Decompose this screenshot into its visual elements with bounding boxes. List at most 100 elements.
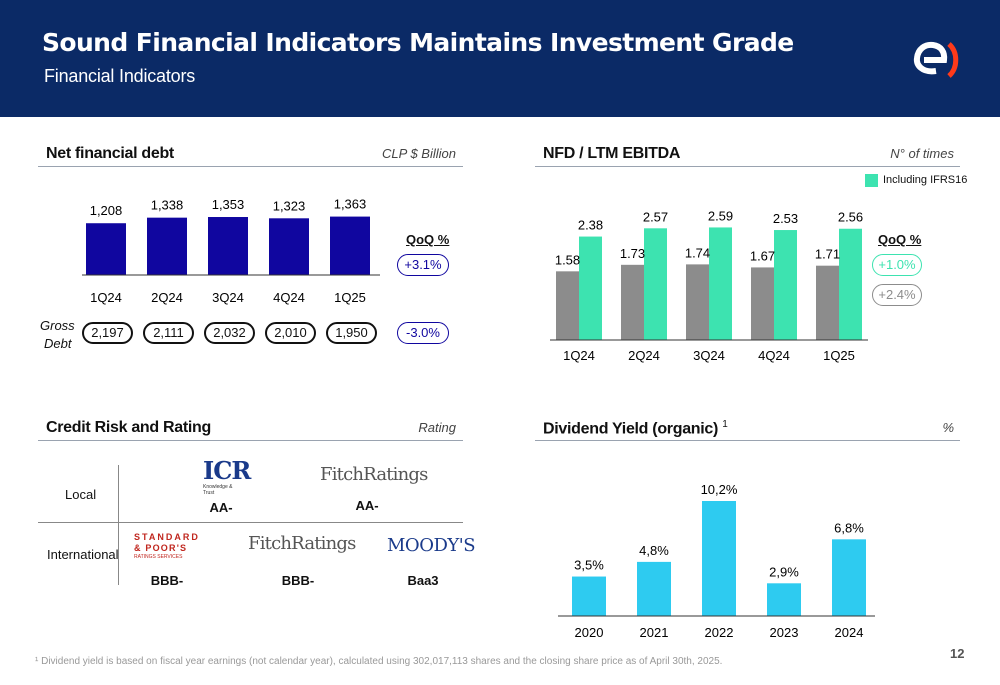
net-debt-x-tick: 4Q24 xyxy=(273,290,305,305)
nfd-ebitda-qoq-base-badge: +2.4% xyxy=(872,284,922,306)
dividend-bar xyxy=(832,539,866,616)
intl-sp-rating: BBB- xyxy=(150,573,184,588)
nfd-ebitda-qoq-label: QoQ % xyxy=(878,232,922,247)
nfd-ebitda-bar-ifrs16 xyxy=(644,228,667,340)
nfd-ebitda-base-label: 1.67 xyxy=(750,248,775,263)
gross-debt-qoq-badge: -3.0% xyxy=(397,322,449,344)
credit-rule xyxy=(38,440,463,441)
sp-logo-line-2: & POOR'S xyxy=(134,543,188,553)
dividend-bar xyxy=(702,501,736,616)
dividend-x-tick: 2022 xyxy=(705,625,734,640)
gross-debt-label-1: Gross xyxy=(40,318,75,333)
icr-logo-text: ICR xyxy=(203,456,251,485)
nfd-ebitda-ifrs16-label: 2.38 xyxy=(578,218,603,233)
nfd-ebitda-ifrs16-label: 2.53 xyxy=(773,211,798,226)
nfd-ebitda-rule xyxy=(535,166,960,167)
nfd-ebitda-base-label: 1.58 xyxy=(555,252,580,267)
dividend-bar xyxy=(767,583,801,616)
net-debt-x-tick: 2Q24 xyxy=(151,290,183,305)
credit-intl-label: International xyxy=(47,547,119,562)
fitch-logo-local: FitchRatings xyxy=(320,464,428,485)
intl-moodys-rating: Baa3 xyxy=(407,573,439,588)
dividend-rule xyxy=(535,440,960,441)
nfd-ebitda-bar-ifrs16 xyxy=(839,228,862,340)
nfd-ebitda-bar-base xyxy=(751,267,774,340)
nfd-ebitda-base-label: 1.74 xyxy=(685,245,710,260)
icr-logo: ICR Knowledge & Trust xyxy=(203,456,251,497)
nfd-ebitda-chart: 1.58 2.38 1Q24 1.73 2.57 2Q24 1.74 2.59 3Q24 1.67… xyxy=(550,208,868,363)
net-debt-bar xyxy=(86,223,126,275)
dividend-value-label: 4,8% xyxy=(639,543,669,558)
credit-divider-horizontal xyxy=(38,522,463,523)
local-fitch-rating: AA- xyxy=(355,498,379,513)
intl-fitch-rating: BBB- xyxy=(281,573,315,588)
net-debt-value-label: 1,208 xyxy=(90,203,123,218)
credit-local-label: Local xyxy=(65,487,97,502)
credit-title: Credit Risk and Rating xyxy=(46,419,211,436)
net-debt-x-tick: 3Q24 xyxy=(212,290,244,305)
nfd-ebitda-bar-base xyxy=(816,265,839,340)
net-debt-bar xyxy=(208,217,248,275)
dividend-value-label: 6,8% xyxy=(834,520,864,535)
dividend-x-tick: 2023 xyxy=(770,625,799,640)
dividend-value-label: 3,5% xyxy=(574,558,604,573)
nfd-ebitda-x-tick: 3Q24 xyxy=(693,348,725,363)
page-subtitle: Financial Indicators xyxy=(44,66,196,86)
nfd-ebitda-bar-base xyxy=(556,271,579,340)
nfd-ebitda-bar-base xyxy=(686,264,709,340)
dividend-footnote-marker: 1 xyxy=(722,419,728,430)
nfd-ebitda-bar-base xyxy=(621,264,644,340)
net-debt-bar xyxy=(269,218,309,275)
gross-debt-value: 1,950 xyxy=(326,322,377,344)
net-debt-chart: 1,208 1Q24 1,338 2Q24 1,353 3Q24 1,323 4Q24 1,36… xyxy=(82,197,380,305)
credit-unit: Rating xyxy=(418,420,456,435)
gross-debt-value: 2,032 xyxy=(204,322,255,344)
legend-swatch-ifrs16 xyxy=(865,174,878,187)
sp-logo-line-1: STANDARD xyxy=(134,532,200,542)
dividend-title-text: Dividend Yield (organic) xyxy=(543,420,719,438)
net-debt-x-tick: 1Q24 xyxy=(90,290,122,305)
net-debt-title: Net financial debt xyxy=(46,145,174,162)
fitch-logo-intl: FitchRatings xyxy=(248,533,356,554)
moodys-logo: MOODY'S xyxy=(387,535,476,556)
nfd-ebitda-title: NFD / LTM EBITDA xyxy=(543,145,681,162)
dividend-chart: 3,5% 2020 4,8% 2021 10,2% 2022 2,9% 2023 6,8% 202… xyxy=(558,482,875,640)
legend-label-ifrs16: Including IFRS16 xyxy=(883,174,968,186)
nfd-ebitda-bar-ifrs16 xyxy=(579,236,602,340)
net-debt-unit: CLP $ Billion xyxy=(382,146,456,161)
dividend-title: Dividend Yield (organic) 1 xyxy=(543,419,728,438)
net-debt-x-tick: 1Q25 xyxy=(334,290,366,305)
dividend-x-tick: 2020 xyxy=(575,625,604,640)
nfd-ebitda-x-tick: 1Q25 xyxy=(823,348,855,363)
net-debt-value-label: 1,323 xyxy=(273,198,306,213)
net-debt-value-label: 1,363 xyxy=(334,197,367,212)
dividend-value-label: 2,9% xyxy=(769,564,799,579)
nfd-ebitda-x-tick: 2Q24 xyxy=(628,348,660,363)
nfd-ebitda-ifrs16-label: 2.56 xyxy=(838,210,863,225)
net-debt-bar xyxy=(147,217,187,275)
nfd-ebitda-bar-ifrs16 xyxy=(774,230,797,340)
sp-logo-line-3: RATINGS SERVICES xyxy=(134,554,183,560)
nfd-ebitda-ifrs16-label: 2.59 xyxy=(708,208,733,223)
gross-debt-label-2: Debt xyxy=(44,336,72,351)
net-debt-rule xyxy=(38,166,463,167)
dividend-bar xyxy=(572,576,606,616)
footnote: ¹ Dividend yield is based on fiscal year… xyxy=(35,656,723,667)
sp-logo: STANDARD & POOR'S RATINGS SERVICES xyxy=(134,532,204,561)
net-debt-qoq-label: QoQ % xyxy=(406,232,450,247)
net-debt-qoq-badge: +3.1% xyxy=(397,254,449,276)
nfd-ebitda-x-tick: 4Q24 xyxy=(758,348,790,363)
nfd-ebitda-ifrs16-label: 2.57 xyxy=(643,209,668,224)
nfd-ebitda-base-label: 1.71 xyxy=(815,247,840,262)
enel-logo-icon xyxy=(913,41,959,78)
page-number: 12 xyxy=(950,646,965,661)
credit-divider-vertical xyxy=(118,465,119,585)
nfd-ebitda-x-tick: 1Q24 xyxy=(563,348,595,363)
nfd-ebitda-unit: N° of times xyxy=(890,146,954,161)
net-debt-value-label: 1,353 xyxy=(212,197,245,212)
page-title: Sound Financial Indicators Maintains Inv… xyxy=(42,28,794,57)
dividend-value-label: 10,2% xyxy=(701,482,738,497)
nfd-ebitda-base-label: 1.73 xyxy=(620,246,645,261)
gross-debt-value: 2,197 xyxy=(82,322,133,344)
dividend-x-tick: 2021 xyxy=(640,625,669,640)
